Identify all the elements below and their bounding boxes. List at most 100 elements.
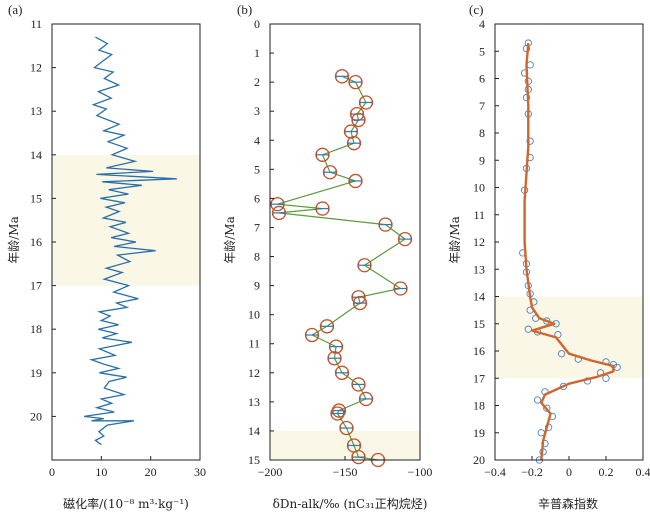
y-tick-label: 14 — [30, 148, 42, 162]
plot-frame — [269, 23, 421, 461]
highlight-band — [495, 296, 643, 379]
y-tick-label: 15 — [473, 317, 485, 331]
y-tick-label: 13 — [248, 395, 260, 409]
data-point — [351, 290, 366, 305]
y-tick-label: 5 — [479, 44, 485, 58]
y-tick-label: 1 — [254, 46, 260, 60]
data-point — [357, 258, 372, 273]
y-tick-label: 19 — [30, 366, 42, 380]
y-tick-label: 8 — [254, 250, 260, 264]
y-tick-label: 15 — [30, 191, 42, 205]
y-tick-label: 5 — [254, 162, 260, 176]
panel-c: (c) −0.4 −0.2 0 0.2 0.4 4 5 6 7 8 9 10 11 12 13 14 15 16 1… — [448, 2, 650, 511]
data-point — [348, 74, 363, 90]
data-point — [393, 281, 408, 296]
y-tick-label: 12 — [473, 235, 485, 249]
y-tick-label: 7 — [254, 220, 260, 234]
data-point — [526, 137, 534, 145]
data-point — [351, 377, 366, 392]
panel-a-label: (a) — [8, 2, 22, 17]
x-tick-label: 0 — [566, 465, 572, 479]
data-point — [554, 330, 562, 339]
data-point — [334, 69, 350, 84]
y-tick-label: 20 — [473, 453, 485, 467]
y-tick-label: 19 — [473, 426, 485, 440]
data-point — [330, 406, 345, 421]
panel-c-label: (c) — [469, 2, 483, 17]
y-tick-label: 6 — [254, 191, 260, 205]
x-tick-label: 30 — [194, 465, 206, 479]
y-tick-label: 16 — [473, 344, 485, 358]
y-tick-label: 15 — [248, 453, 260, 467]
y-axis-title: 年龄/Ma — [223, 216, 237, 264]
y-tick-label: 11 — [30, 17, 42, 31]
y-tick-label: 10 — [248, 308, 260, 322]
x-axis-title: δDn-alk/‰ (nC₃₁正构烷烃) — [273, 496, 428, 511]
data-point — [533, 396, 542, 404]
y-tick-label: 16 — [30, 235, 42, 249]
y-tick-label: 0 — [254, 17, 260, 31]
y-tick-label: 14 — [248, 424, 260, 438]
y-tick-label: 17 — [30, 279, 42, 293]
y-tick-label: 4 — [479, 17, 485, 31]
data-point — [270, 197, 285, 212]
data-point — [334, 365, 350, 380]
x-axis-title: 磁化率/(10⁻⁸ m³·kg⁻¹) — [63, 496, 189, 511]
y-tick-label: 13 — [30, 104, 42, 118]
data-point — [352, 295, 368, 311]
y-tick-label: 10 — [473, 181, 485, 195]
y-tick-label: 12 — [248, 366, 260, 380]
x-tick-label: −100 — [408, 465, 433, 479]
data-point — [327, 351, 342, 366]
x-tick-label: 20 — [145, 465, 157, 479]
x-axis-title: 辛普森指数 — [538, 496, 598, 511]
data-point — [351, 112, 366, 128]
x-tick-label: −0.2 — [521, 465, 543, 479]
y-tick-label: 20 — [30, 409, 42, 423]
x-tick-label: 0.4 — [636, 465, 650, 479]
y-tick-label: 11 — [248, 337, 260, 351]
panel-a: (a) 0 10 20 30 11 12 13 14 15 16 17 18 19 20 年龄/Ma 磁化… — [7, 2, 206, 511]
data-point — [348, 173, 363, 189]
data-point — [322, 165, 338, 180]
data-point — [328, 339, 344, 354]
connector-line — [277, 75, 407, 461]
y-tick-label: 18 — [473, 399, 485, 413]
series-line — [84, 36, 177, 446]
y-tick-label: 18 — [30, 322, 42, 336]
y-tick-label: 11 — [473, 208, 485, 222]
data-point — [557, 350, 566, 358]
y-tick-label: 14 — [473, 290, 485, 304]
data-point — [522, 93, 531, 102]
y-axis-title: 年龄/Ma — [7, 216, 21, 264]
y-tick-label: 3 — [254, 104, 260, 118]
data-point — [543, 404, 551, 412]
highlight-band — [52, 154, 200, 286]
data-point — [358, 391, 374, 407]
y-tick-label: 12 — [30, 61, 42, 75]
data-point — [378, 217, 393, 232]
y-tick-label: 7 — [479, 99, 485, 113]
y-tick-label: 17 — [473, 371, 485, 385]
x-tick-label: 0.2 — [599, 465, 614, 479]
x-tick-label: 0 — [49, 465, 55, 479]
data-point — [358, 95, 374, 110]
data-point — [271, 205, 287, 221]
data-point — [304, 327, 320, 343]
y-tick-label: 6 — [479, 72, 485, 86]
panel-b-label: (b) — [237, 2, 252, 17]
data-point — [331, 403, 347, 418]
data-point — [315, 147, 330, 162]
data-point — [319, 319, 335, 334]
plot-frame — [494, 23, 644, 461]
x-tick-label: −150 — [333, 465, 358, 479]
y-tick-label: 9 — [254, 279, 260, 293]
x-tick-label: −200 — [258, 465, 283, 479]
data-point — [315, 201, 330, 216]
trend-line — [523, 43, 615, 461]
y-tick-label: 13 — [473, 262, 485, 276]
y-tick-label: 2 — [254, 75, 260, 89]
y-tick-label: 9 — [479, 153, 485, 167]
